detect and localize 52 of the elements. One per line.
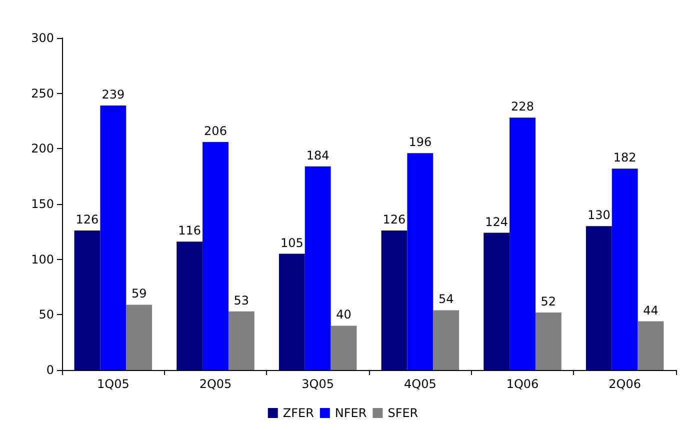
bar [330,326,357,370]
data-label: 182 [613,150,636,165]
x-tick-label: 1Q06 [506,377,539,391]
data-label: 184 [306,148,330,162]
bar [100,106,126,370]
data-label: 130 [587,208,610,222]
data-label: 40 [336,308,352,322]
data-label: 105 [280,236,304,250]
x-tick-label: 2Q06 [608,377,642,391]
bar [407,153,434,370]
legend-label: ZFER [282,406,314,420]
data-label: 59 [131,286,147,301]
data-label: 52 [540,294,556,308]
bar [304,166,331,370]
bar [126,304,152,370]
bar [586,226,612,370]
bar [510,118,536,370]
x-tick-label: 2Q05 [199,377,232,391]
y-tick-label: 300 [31,31,54,45]
x-tick-label: 1Q05 [96,377,130,391]
data-label: 206 [204,124,227,138]
bar [74,230,100,370]
bar [176,242,203,370]
bar [535,312,562,370]
legend-label: SFER [388,406,418,420]
data-label: 228 [511,100,534,114]
data-label: 239 [102,88,125,102]
y-tick-label: 100 [31,252,54,266]
bar [228,311,254,370]
legend-label: NFER [334,406,367,420]
x-tick-label: 4Q05 [404,377,436,391]
data-label: 196 [408,135,432,150]
bar [612,168,638,370]
y-tick-label: 250 [31,86,54,100]
data-label: 126 [382,212,406,227]
y-tick-label: 0 [46,363,54,377]
bar [433,310,460,370]
data-label: 124 [485,214,508,229]
x-tick-label: 3Q05 [302,377,334,391]
bar [638,321,664,370]
y-tick-label: 50 [38,308,54,322]
bar [484,232,510,370]
data-label: 44 [643,303,658,318]
y-tick-label: 150 [31,197,54,211]
data-label: 54 [438,292,454,306]
bar [202,142,228,370]
y-tick-label: 200 [31,142,54,156]
data-label: 126 [76,212,99,227]
data-label: 53 [234,293,250,308]
data-label: 116 [178,224,202,238]
bar [381,230,408,370]
bar [278,254,305,370]
